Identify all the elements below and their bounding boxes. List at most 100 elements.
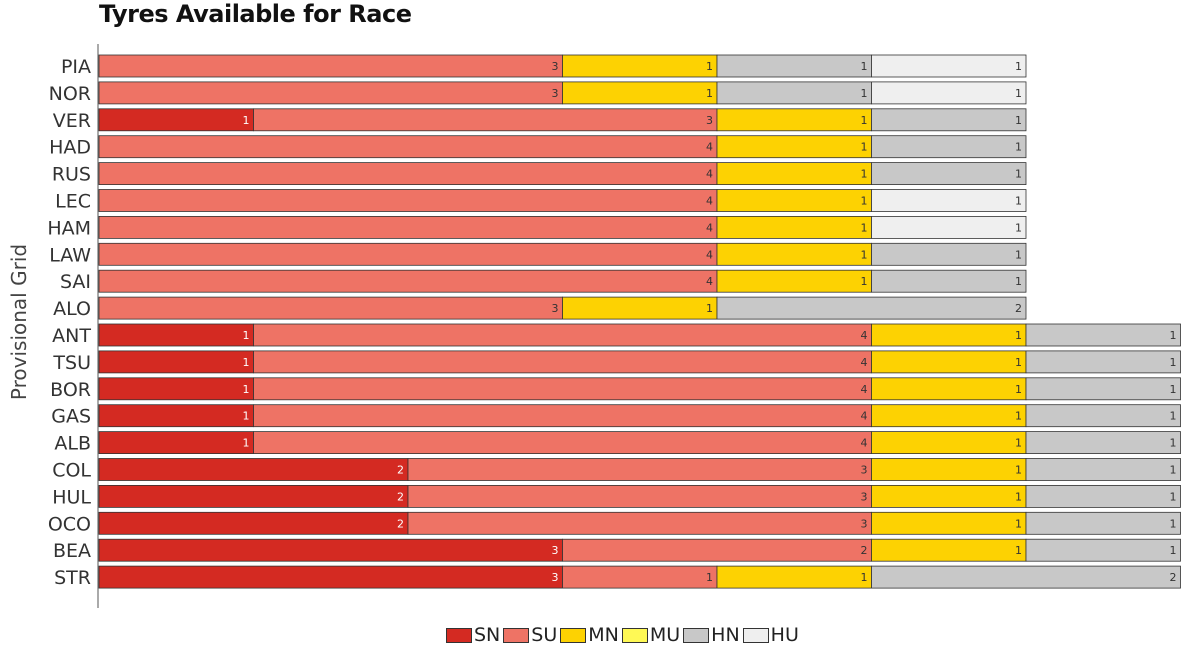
data-label: 4 xyxy=(861,329,868,342)
y-axis-label: Provisional Grid xyxy=(7,244,31,400)
bar-segment-hn xyxy=(871,242,1027,266)
bar-segment-hn xyxy=(1025,350,1181,374)
bar-segment-sn xyxy=(98,511,409,535)
y-tick-label: HUL xyxy=(52,486,91,508)
bar-segment-su xyxy=(407,484,872,508)
bar-segment-mn xyxy=(716,162,872,186)
data-label: 1 xyxy=(1015,248,1022,261)
y-tick-label: RUS xyxy=(52,164,91,186)
y-tick-label: PIA xyxy=(61,56,91,78)
data-label: 2 xyxy=(397,464,404,477)
legend-item-su: SU xyxy=(503,624,557,646)
bar-segment-hn xyxy=(871,565,1181,589)
data-label: 1 xyxy=(861,60,868,73)
data-label: 1 xyxy=(1015,410,1022,423)
bar-segment-su xyxy=(562,565,718,589)
data-label: 1 xyxy=(861,114,868,127)
y-tick-label: VER xyxy=(53,110,91,132)
bar-segment-mn xyxy=(562,81,718,105)
data-label: 1 xyxy=(1015,383,1022,396)
bar-segment-hn xyxy=(716,54,872,78)
bar-segment-hn xyxy=(871,269,1027,293)
bar-segment-hn xyxy=(1025,511,1181,535)
bar-segment-hu xyxy=(871,215,1027,239)
bar-segment-mn xyxy=(716,242,872,266)
bar-segment-mn xyxy=(871,404,1027,428)
data-label: 1 xyxy=(706,571,713,584)
bar-segment-mn xyxy=(871,377,1027,401)
bar-segment-su xyxy=(253,404,872,428)
data-label: 1 xyxy=(1015,60,1022,73)
data-label: 1 xyxy=(1015,141,1022,154)
data-label: 1 xyxy=(861,221,868,234)
bar-segment-su xyxy=(407,458,872,481)
data-label: 1 xyxy=(243,114,250,127)
bar-segment-sn xyxy=(98,538,563,562)
data-label: 1 xyxy=(1170,464,1177,477)
bar-segment-mn xyxy=(871,538,1027,562)
y-tick-label: HAD xyxy=(49,137,91,159)
bar-segment-mn xyxy=(871,323,1027,347)
data-label: 1 xyxy=(861,195,868,208)
data-label: 1 xyxy=(1015,168,1022,181)
bar-segment-hu xyxy=(871,189,1027,212)
y-tick-label: ANT xyxy=(52,325,91,347)
bar-segment-hn xyxy=(1025,323,1181,347)
data-label: 3 xyxy=(861,490,868,503)
y-tick-label: BOR xyxy=(50,379,91,401)
bar-segment-su xyxy=(98,162,718,186)
data-label: 1 xyxy=(1170,544,1177,557)
bar-segment-sn xyxy=(98,458,409,481)
data-label: 3 xyxy=(552,60,559,73)
data-label: 1 xyxy=(1015,544,1022,557)
bar-segment-hn xyxy=(1025,484,1181,508)
data-label: 4 xyxy=(861,383,868,396)
legend-item-mn: MN xyxy=(560,624,619,646)
bar-segment-sn xyxy=(98,323,254,347)
data-label: 1 xyxy=(706,302,713,315)
bar-segment-mn xyxy=(562,296,718,320)
bar-segment-sn xyxy=(98,350,254,374)
bar-segment-su xyxy=(98,135,718,159)
data-label: 1 xyxy=(1170,329,1177,342)
legend-item-hn: HN xyxy=(683,624,740,646)
data-label: 1 xyxy=(1170,437,1177,450)
bar-segment-mn xyxy=(716,135,872,159)
data-label: 1 xyxy=(1170,410,1177,423)
legend: SN SU MN MU HN HU xyxy=(446,624,802,646)
bar-segment-hu xyxy=(871,81,1027,105)
bar-segment-sn xyxy=(98,404,254,428)
y-tick-label: BEA xyxy=(53,540,91,562)
bar-segment-mn xyxy=(871,431,1027,455)
legend-swatch xyxy=(683,627,710,643)
data-label: 4 xyxy=(706,168,713,181)
bar-segment-su xyxy=(253,108,718,132)
data-label: 4 xyxy=(706,275,713,288)
bar-segment-mn xyxy=(716,215,872,239)
y-tick-labels: PIA NOR VER HAD RUS LEC HAM LAW SAI ALO ANT TSU BOR G… xyxy=(47,56,91,589)
y-tick-label: ALB xyxy=(54,433,91,455)
legend-swatch xyxy=(446,627,472,643)
data-label: 2 xyxy=(861,544,868,557)
bar-segment-sn xyxy=(98,565,563,589)
legend-label: HN xyxy=(711,624,740,646)
bar-segment-su xyxy=(98,189,718,212)
data-label: 1 xyxy=(1015,356,1022,369)
data-label: 4 xyxy=(861,356,868,369)
legend-item-mu: MU xyxy=(621,624,680,646)
data-label: 4 xyxy=(706,221,713,234)
legend-item-hu: HU xyxy=(742,624,799,646)
bar-segment-su xyxy=(98,296,563,320)
data-label: 1 xyxy=(1015,221,1022,234)
bar-segment-mn xyxy=(562,54,718,78)
data-label: 1 xyxy=(1015,490,1022,503)
y-tick-label: SAI xyxy=(60,271,91,293)
data-label: 1 xyxy=(861,168,868,181)
data-label: 1 xyxy=(1015,437,1022,450)
legend-label: SU xyxy=(531,624,558,646)
bar-segment-sn xyxy=(98,431,254,455)
data-label: 3 xyxy=(552,302,559,315)
bar-segment-hn xyxy=(716,81,872,105)
y-tick-label: ALO xyxy=(53,298,91,320)
data-label: 1 xyxy=(1015,87,1022,100)
